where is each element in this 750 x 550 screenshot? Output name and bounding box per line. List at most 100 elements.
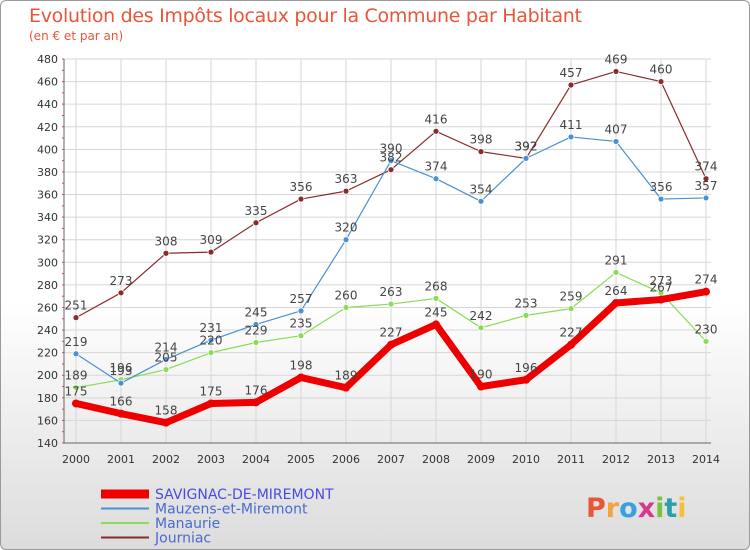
data-point xyxy=(342,187,350,195)
data-point xyxy=(117,409,125,418)
data-label: 457 xyxy=(560,66,583,80)
logo-letter: i xyxy=(655,493,665,524)
logo-letter: i xyxy=(677,493,687,524)
legend-label: SAVIGNAC-DE-MIREMONT xyxy=(155,487,334,503)
data-label: 205 xyxy=(155,351,178,365)
data-label: 196 xyxy=(110,361,133,375)
data-label: 189 xyxy=(65,369,88,383)
data-label: 392 xyxy=(515,139,538,153)
data-point xyxy=(387,166,395,174)
data-point xyxy=(432,320,440,329)
x-tick-label: 2013 xyxy=(647,453,675,466)
data-point xyxy=(432,175,440,183)
data-point xyxy=(387,157,395,165)
data-label: 220 xyxy=(200,334,223,348)
data-point xyxy=(387,300,395,308)
y-tick-label: 420 xyxy=(37,121,58,134)
data-label: 235 xyxy=(290,317,313,331)
data-label: 274 xyxy=(695,273,718,287)
y-tick-label: 460 xyxy=(37,76,58,89)
data-point xyxy=(477,148,485,156)
y-tick-label: 380 xyxy=(37,166,58,179)
data-point xyxy=(342,236,350,244)
data-label: 469 xyxy=(605,52,628,66)
data-label: 268 xyxy=(425,279,448,293)
data-label: 273 xyxy=(650,274,673,288)
y-tick-label: 480 xyxy=(37,53,58,66)
data-label: 267 xyxy=(650,281,673,295)
data-label: 245 xyxy=(425,305,448,319)
data-label: 198 xyxy=(290,358,313,372)
data-point xyxy=(432,127,440,135)
logo-letter: x xyxy=(637,493,656,524)
data-point xyxy=(252,339,260,346)
data-label: 354 xyxy=(470,182,493,196)
data-point xyxy=(657,295,665,304)
data-point xyxy=(477,382,485,391)
y-tick-label: 140 xyxy=(37,437,58,450)
data-label: 416 xyxy=(425,112,448,126)
data-point xyxy=(522,375,530,384)
logo-letter: r xyxy=(605,493,620,524)
chart-title: Evolution des Impôts locaux pour la Comm… xyxy=(29,5,582,27)
data-point xyxy=(252,398,260,407)
data-point xyxy=(72,399,80,408)
data-label: 251 xyxy=(65,299,88,313)
data-label: 193 xyxy=(110,364,133,378)
logo-letter: o xyxy=(619,493,638,524)
data-point xyxy=(297,195,305,203)
data-label: 263 xyxy=(380,285,403,299)
x-tick-label: 2009 xyxy=(467,453,495,466)
data-label: 407 xyxy=(605,122,628,136)
y-tick-label: 300 xyxy=(37,256,58,269)
data-point xyxy=(432,295,440,302)
y-tick-label: 400 xyxy=(37,143,58,156)
x-tick-label: 2001 xyxy=(107,453,135,466)
x-tick-label: 2002 xyxy=(152,453,180,466)
data-point xyxy=(342,304,350,311)
y-tick-label: 240 xyxy=(37,324,58,337)
data-point xyxy=(567,340,575,349)
data-point xyxy=(117,289,125,297)
data-label: 374 xyxy=(695,160,718,174)
y-tick-label: 260 xyxy=(37,301,58,314)
data-point xyxy=(612,269,620,276)
chart-subtitle: (en € et par an) xyxy=(29,29,124,43)
data-point xyxy=(207,349,215,357)
y-tick-label: 360 xyxy=(37,189,58,202)
data-label: 356 xyxy=(290,180,313,194)
x-tick-label: 2008 xyxy=(422,453,450,466)
data-point xyxy=(297,307,305,315)
data-label: 260 xyxy=(335,288,358,302)
x-tick-label: 2000 xyxy=(62,453,90,466)
data-point xyxy=(252,321,260,328)
data-label: 196 xyxy=(515,361,538,375)
data-point xyxy=(387,340,395,349)
data-label: 259 xyxy=(560,290,583,304)
y-tick-label: 160 xyxy=(37,414,58,427)
data-label: 230 xyxy=(695,322,718,336)
data-point xyxy=(702,175,710,183)
x-tick-label: 2014 xyxy=(692,453,720,466)
data-label: 291 xyxy=(605,253,628,267)
data-label: 309 xyxy=(200,233,223,247)
data-point xyxy=(72,314,80,322)
data-point xyxy=(612,138,620,145)
data-point xyxy=(72,384,80,392)
data-label: 273 xyxy=(110,274,133,288)
data-point xyxy=(162,356,170,363)
data-point xyxy=(117,379,125,387)
data-label: 189 xyxy=(335,369,358,383)
data-label: 175 xyxy=(200,384,223,398)
data-point xyxy=(477,324,485,332)
legend-label: Manaurie xyxy=(155,516,220,532)
data-label: 190 xyxy=(470,368,493,382)
data-point xyxy=(657,195,665,203)
data-label: 253 xyxy=(515,296,538,310)
y-tick-label: 340 xyxy=(37,211,58,224)
data-point xyxy=(207,248,215,256)
data-label: 357 xyxy=(695,179,718,193)
data-point xyxy=(207,399,215,408)
data-point xyxy=(567,133,575,141)
data-point xyxy=(702,194,710,202)
